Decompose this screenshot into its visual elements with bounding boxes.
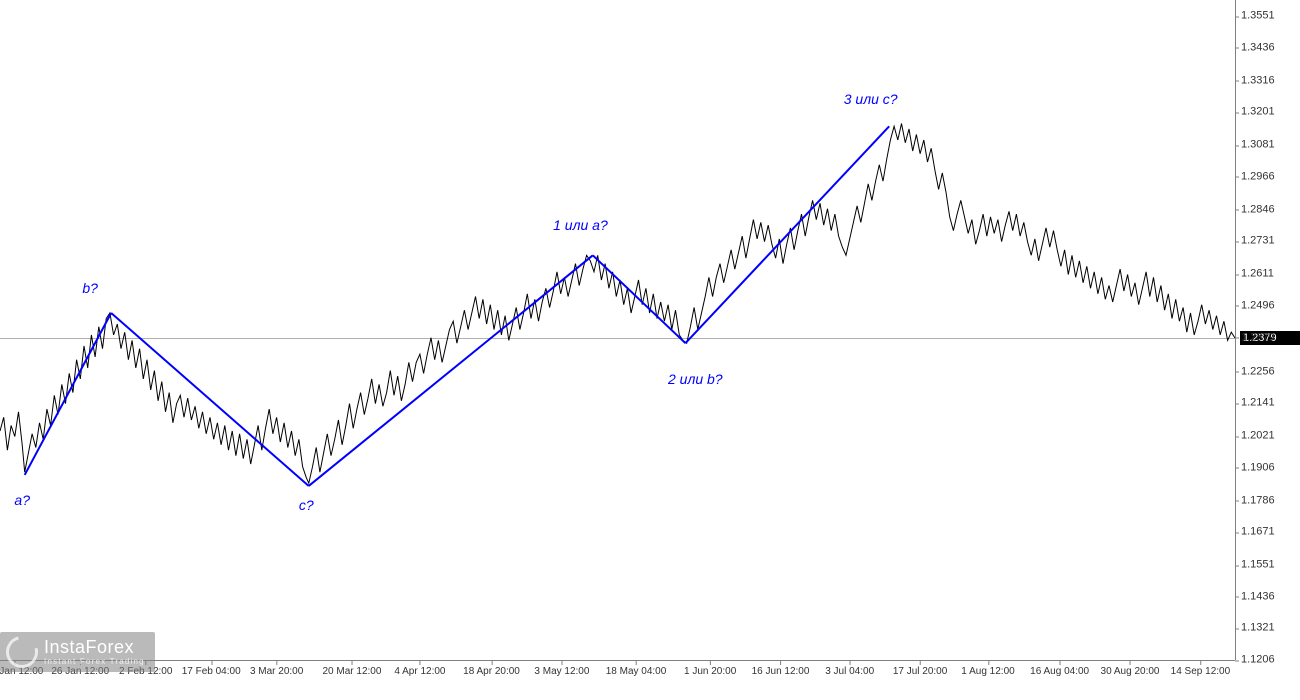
chart-svg bbox=[0, 0, 1235, 660]
x-tick: 16 Aug 04:00 bbox=[1030, 666, 1089, 677]
x-tick: 3 May 12:00 bbox=[534, 666, 589, 677]
wave-label: c? bbox=[299, 497, 314, 513]
y-tick: 1.2731 bbox=[1235, 236, 1300, 247]
x-tick: 17 Feb 04:00 bbox=[182, 666, 241, 677]
x-axis: 11 Jan 12:0026 Jan 12:002 Feb 12:0017 Fe… bbox=[0, 660, 1235, 700]
x-tick: 3 Mar 20:00 bbox=[250, 666, 303, 677]
y-tick: 1.1436 bbox=[1235, 591, 1300, 602]
y-tick: 1.2966 bbox=[1235, 171, 1300, 182]
y-tick: 1.1906 bbox=[1235, 462, 1300, 473]
y-tick: 1.3081 bbox=[1235, 140, 1300, 151]
y-tick: 1.2021 bbox=[1235, 431, 1300, 442]
y-tick: 1.2256 bbox=[1235, 366, 1300, 377]
y-tick: 1.2141 bbox=[1235, 398, 1300, 409]
x-tick: 16 Jun 12:00 bbox=[752, 666, 810, 677]
wave-segment bbox=[111, 313, 309, 486]
wave-label: 3 или c? bbox=[844, 91, 898, 107]
y-tick: 1.1671 bbox=[1235, 527, 1300, 538]
wave-label: a? bbox=[14, 492, 30, 508]
y-tick: 1.3316 bbox=[1235, 75, 1300, 86]
wave-label: 2 или b? bbox=[668, 371, 723, 387]
x-tick: 17 Jul 20:00 bbox=[893, 666, 948, 677]
watermark: InstaForex Instant Forex Trading bbox=[0, 632, 155, 672]
wave-segment bbox=[593, 255, 686, 343]
price-line bbox=[0, 124, 1235, 484]
wave-segment bbox=[25, 313, 111, 475]
x-tick: 18 May 04:00 bbox=[606, 666, 667, 677]
x-tick: 18 Apr 20:00 bbox=[463, 666, 520, 677]
y-tick: 1.1321 bbox=[1235, 623, 1300, 634]
watermark-brand: InstaForex bbox=[44, 638, 145, 656]
y-tick: 1.1206 bbox=[1235, 655, 1300, 666]
y-tick: 1.3201 bbox=[1235, 107, 1300, 118]
x-tick: 14 Sep 12:00 bbox=[1171, 666, 1231, 677]
x-tick: 20 Mar 12:00 bbox=[323, 666, 382, 677]
y-tick: 1.3551 bbox=[1235, 11, 1300, 22]
x-tick: 4 Apr 12:00 bbox=[394, 666, 445, 677]
wave-label: b? bbox=[82, 280, 98, 296]
plot-area[interactable]: a? b? c? 1 или a? 2 или b? 3 или c? bbox=[0, 0, 1235, 660]
x-tick: 3 Jul 04:00 bbox=[825, 666, 874, 677]
x-tick: 1 Aug 12:00 bbox=[961, 666, 1014, 677]
y-tick: 1.1786 bbox=[1235, 495, 1300, 506]
x-tick: 30 Aug 20:00 bbox=[1101, 666, 1160, 677]
y-tick: 1.2379 bbox=[1235, 332, 1300, 343]
chart-container: a? b? c? 1 или a? 2 или b? 3 или c? 1.2379 1.… bbox=[0, 0, 1300, 700]
y-axis: 1.2379 1.3551 1.3436 1.3316 1.3201 1.3081 1.2… bbox=[1235, 0, 1300, 660]
y-tick: 1.2611 bbox=[1235, 269, 1300, 280]
y-tick: 1.2846 bbox=[1235, 204, 1300, 215]
y-tick: 1.3436 bbox=[1235, 42, 1300, 53]
wave-label: 1 или a? bbox=[553, 217, 608, 233]
wave-segment bbox=[685, 126, 889, 343]
y-tick: 1.2496 bbox=[1235, 300, 1300, 311]
y-tick: 1.1551 bbox=[1235, 560, 1300, 571]
watermark-subtitle: Instant Forex Trading bbox=[44, 658, 145, 666]
x-tick: 1 Jun 20:00 bbox=[684, 666, 736, 677]
wave-segment bbox=[309, 255, 593, 486]
logo-icon bbox=[0, 630, 44, 674]
